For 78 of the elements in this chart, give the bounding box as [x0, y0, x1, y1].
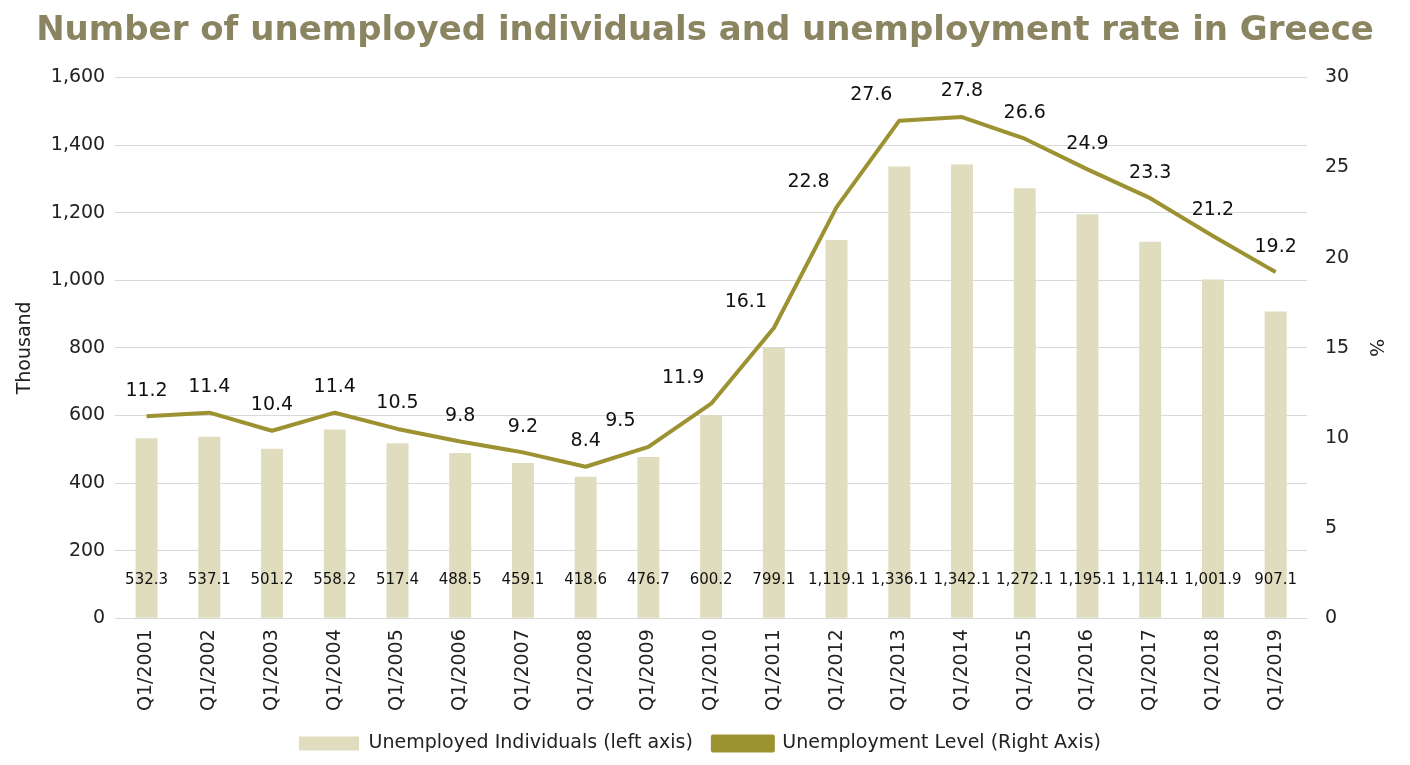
y2-axis-title: %: [1365, 338, 1388, 357]
data-label: 9.5: [605, 408, 636, 431]
x-tick-label: Q1/2019: [1262, 629, 1285, 712]
y2-tick-label: 15: [1325, 334, 1350, 357]
data-label: 600.2: [689, 570, 733, 589]
x-tick-label: Q1/2006: [447, 629, 470, 712]
y-tick-label: 1,600: [50, 64, 106, 87]
x-tick-label: Q1/2012: [823, 629, 846, 712]
data-label: 27.6: [850, 82, 893, 105]
x-tick-label: Q1/2003: [258, 629, 281, 712]
y2-tick-label: 5: [1325, 515, 1338, 538]
data-label: 799.1: [752, 570, 796, 589]
y-tick-label: 600: [68, 402, 106, 425]
data-label: 10.4: [250, 392, 294, 415]
legend-label: Unemployment Level (Right Axis): [782, 730, 1101, 753]
x-tick-label: Q1/2017: [1137, 629, 1160, 712]
y-tick-label: 1,000: [50, 267, 106, 290]
x-tick-label: Q1/2013: [886, 629, 909, 712]
x-tick-label: Q1/2002: [196, 629, 219, 712]
x-tick-label: Q1/2009: [635, 629, 658, 712]
y-tick-label: 1,200: [50, 199, 106, 222]
data-label: 24.9: [1066, 130, 1109, 153]
x-tick-label: Q1/2016: [1074, 629, 1097, 712]
y2-tick-label: 20: [1325, 244, 1350, 267]
data-label: 11.2: [125, 377, 168, 400]
data-label: 476.7: [626, 570, 670, 589]
data-label: 1,114.1: [1121, 570, 1179, 589]
data-label: 532.3: [125, 570, 169, 589]
x-tick-label: Q1/2015: [1011, 629, 1034, 712]
data-label: 1,195.1: [1058, 570, 1117, 589]
y-tick-label: 0: [93, 605, 106, 628]
chart-title: Number of unemployed individuals and unemployment rate in Greece: [35, 8, 1375, 50]
data-label: 8.4: [570, 428, 601, 451]
data-label: 537.1: [187, 570, 231, 589]
x-tick-label: Q1/2007: [509, 629, 532, 712]
data-label: 1,001.9: [1184, 570, 1242, 589]
data-label: 1,119.1: [807, 570, 866, 589]
data-label: 16.1: [724, 289, 767, 312]
y-tick-label: 400: [68, 469, 106, 492]
x-tick-label: Q1/2011: [760, 629, 783, 712]
data-label: 517.4: [375, 570, 419, 589]
data-label: 558.2: [313, 570, 357, 589]
data-label: 1,336.1: [870, 570, 928, 589]
data-label: 11.4: [188, 374, 231, 397]
data-label: 19.2: [1254, 233, 1297, 256]
data-label: 1,342.1: [933, 570, 991, 589]
x-tick-label: Q1/2014: [948, 629, 971, 712]
y2-tick-label: 10: [1325, 424, 1350, 447]
data-label: 9.8: [445, 402, 476, 425]
data-label: 1,272.1: [996, 570, 1054, 589]
data-label: 23.3: [1129, 159, 1172, 182]
data-label: 9.2: [507, 413, 539, 436]
data-label: 907.1: [1254, 570, 1298, 589]
y-tick-label: 800: [68, 334, 106, 357]
x-tick-label: Q1/2010: [698, 629, 721, 712]
data-label: 26.6: [1003, 100, 1046, 123]
y2-tick-label: 30: [1325, 64, 1350, 87]
data-label: 488.5: [438, 570, 482, 589]
y2-tick-label: 0: [1325, 605, 1338, 628]
x-tick-label: Q1/2008: [572, 629, 595, 712]
y-axis-title: Thousand: [12, 301, 35, 396]
data-label: 27.8: [940, 78, 984, 101]
data-label: 459.1: [501, 570, 545, 589]
y-tick-label: 1,400: [50, 131, 106, 154]
x-tick-label: Q1/2001: [133, 629, 156, 712]
x-tick-label: Q1/2005: [384, 629, 407, 712]
data-label: 21.2: [1191, 197, 1235, 220]
legend-label: Unemployed Individuals (left axis): [368, 730, 693, 753]
x-tick-label: Q1/2018: [1199, 629, 1222, 712]
y-tick-label: 200: [68, 537, 106, 560]
y2-tick-label: 25: [1325, 154, 1350, 177]
data-label: 418.6: [564, 570, 608, 589]
x-tick-label: Q1/2004: [321, 629, 344, 712]
data-label: 11.4: [313, 374, 356, 397]
data-label: 501.2: [250, 570, 294, 589]
data-label: 10.5: [376, 390, 419, 413]
data-label: 22.8: [787, 168, 830, 191]
data-label: 11.9: [661, 365, 705, 388]
